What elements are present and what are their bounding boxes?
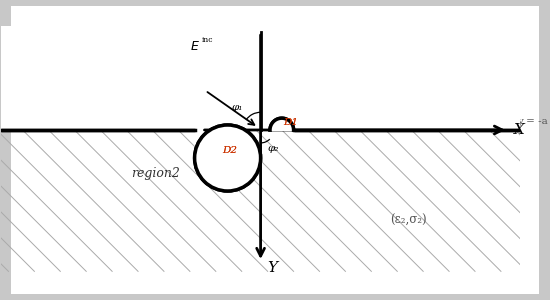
Text: φ₂: φ₂ [268, 144, 279, 153]
Bar [2, 0, 520, 130]
Text: D2: D2 [222, 146, 236, 155]
Polygon shape [270, 118, 294, 130]
Text: (ε₂,σ₂): (ε₂,σ₂) [390, 214, 427, 227]
Text: X: X [514, 123, 525, 137]
Text: φ₁: φ₁ [231, 103, 243, 112]
Text: Y: Y [268, 261, 278, 275]
Text: region1: region1 [107, 73, 156, 86]
Text: y = -a: y = -a [518, 117, 548, 126]
Circle shape [195, 125, 261, 191]
Text: inc: inc [202, 36, 213, 43]
Polygon shape [270, 118, 294, 130]
Text: region2: region2 [131, 167, 180, 180]
Text: (ε₁,σ₁): (ε₁,σ₁) [390, 61, 427, 74]
Text: D1: D1 [283, 118, 298, 127]
Circle shape [195, 125, 261, 191]
Text: D1: D1 [283, 118, 298, 127]
Text: $E$: $E$ [190, 40, 200, 53]
Text: D2: D2 [222, 146, 236, 155]
